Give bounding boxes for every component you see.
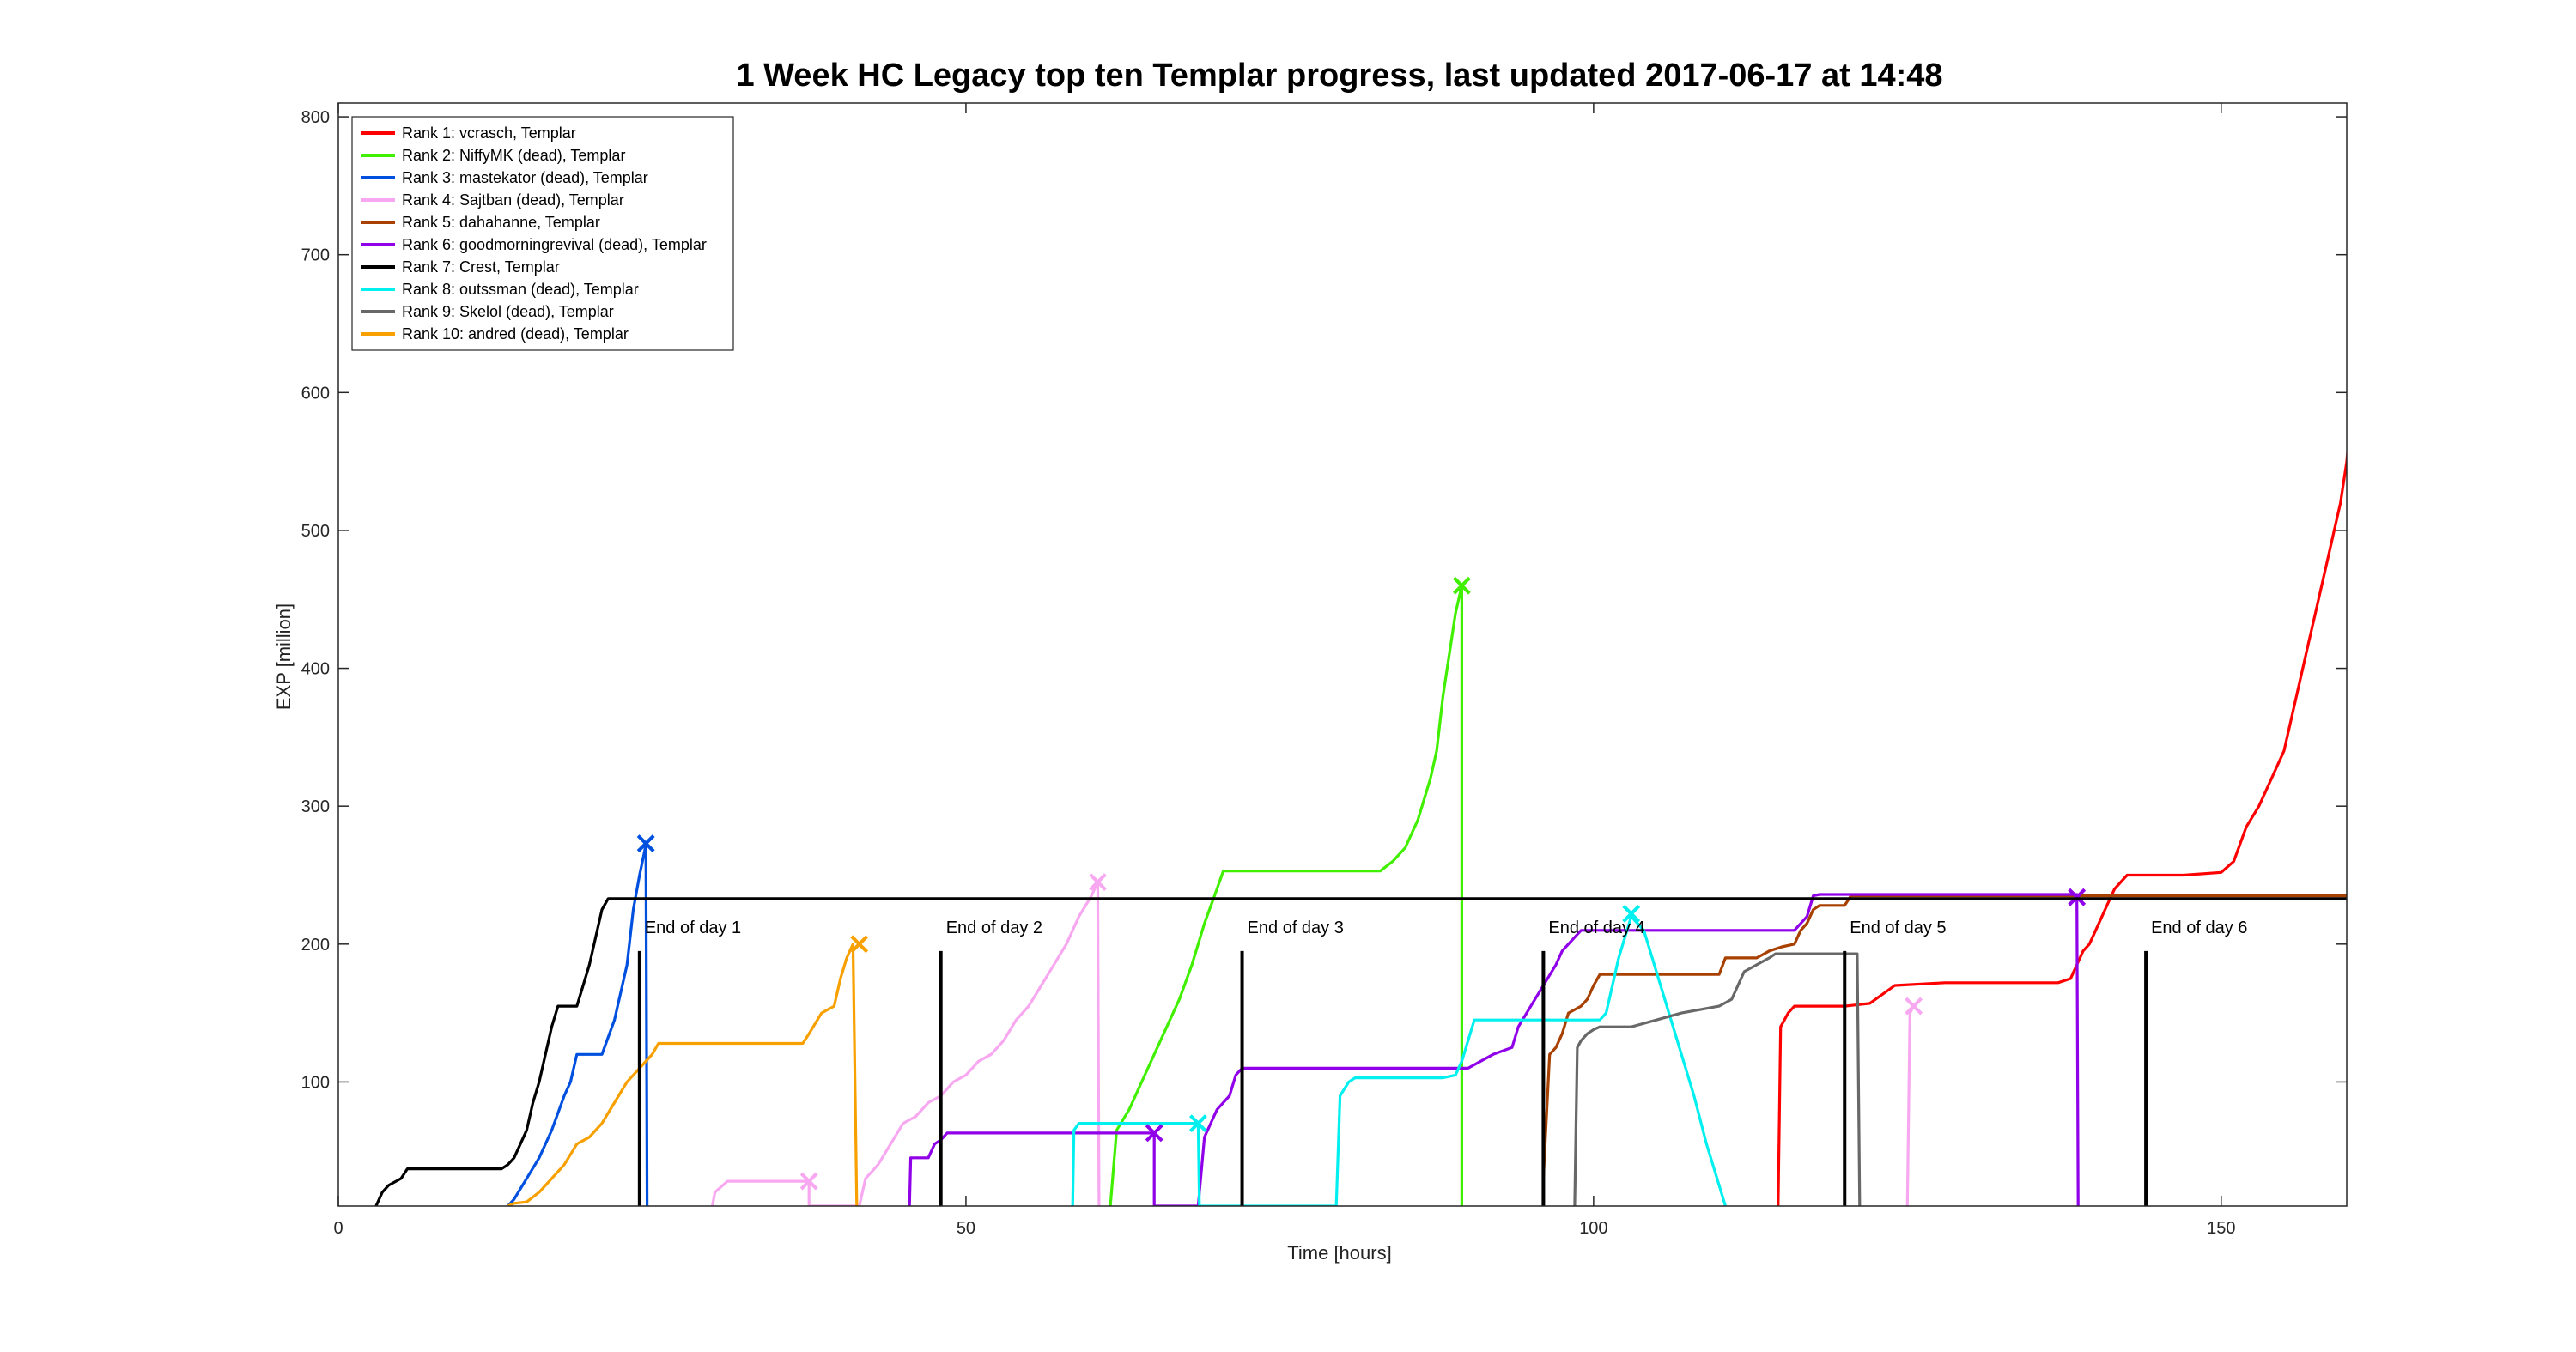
y-tick-label-5: 600 <box>301 384 330 403</box>
extra-marker-4 <box>1905 997 1923 1016</box>
series-line-1 <box>1777 446 2347 1206</box>
axes: 0 50 100 150 100 200 300 400 500 600 700 800 <box>301 102 2348 1238</box>
legend-label-4: Rank 4: Sajtban (dead), Templar <box>402 191 624 209</box>
legend-box <box>351 116 734 351</box>
series-line-9 <box>1573 952 1862 1206</box>
legend-label-9: Rank 9: Skelol (dead), Templar <box>402 303 614 320</box>
day-marker-label-4: End of day 4 <box>1548 919 1644 937</box>
series-line-7 <box>374 897 2347 1206</box>
extra-marker-3 <box>1188 1114 1207 1133</box>
axes-box <box>337 102 2348 1207</box>
y-axis-label: EXP [million] <box>273 603 295 710</box>
chart-title: 1 Week HC Legacy top ten Templar progres… <box>736 58 1942 94</box>
death-marker-6 <box>2068 888 2087 906</box>
legend-label-5: Rank 5: dahahanne, Templar <box>402 214 600 231</box>
day-marker-label-6: End of day 6 <box>2151 919 2247 937</box>
day-marker-label-1: End of day 1 <box>645 919 741 937</box>
series-line-2 <box>1109 584 1463 1206</box>
y-tick-label-3: 400 <box>301 660 330 679</box>
legend-label-10: Rank 10: andred (dead), Templar <box>402 325 629 343</box>
series-line-3 <box>507 843 649 1206</box>
legend-label-7: Rank 7: Crest, Templar <box>402 258 560 276</box>
y-tick-label-2: 300 <box>301 797 330 816</box>
series-line-4 <box>711 880 1101 1206</box>
x-tick-label-0: 0 <box>333 1219 343 1238</box>
day-marker-label-5: End of day 5 <box>1850 919 1946 937</box>
death-marker-2 <box>1452 576 1471 595</box>
y-tick-label-6: 700 <box>301 246 330 265</box>
legend-label-2: Rank 2: NiffyMK (dead), Templar <box>402 147 625 164</box>
legend-label-3: Rank 3: mastekator (dead), Templar <box>402 169 648 186</box>
death-marker-8 <box>1622 905 1641 923</box>
y-tick-label-1: 200 <box>301 936 330 955</box>
day-marker-label-3: End of day 3 <box>1248 919 1344 937</box>
y-tick-label-0: 100 <box>301 1073 330 1092</box>
series-line-8 <box>1071 915 1727 1206</box>
series-line-10 <box>507 943 859 1206</box>
legend: Rank 1: vcrasch, Templar Rank 2: NiffyMK … <box>351 116 734 351</box>
day-marker-label-2: End of day 2 <box>946 919 1042 937</box>
legend-label-6: Rank 6: goodmorningrevival (dead), Templ… <box>402 236 707 253</box>
legend-label-1: Rank 1: vcrasch, Templar <box>402 124 576 142</box>
death-marker-4 <box>1089 873 1107 891</box>
extra-marker-2 <box>1145 1124 1163 1143</box>
death-marker-3 <box>636 834 655 852</box>
legend-label-8: Rank 8: outssman (dead), Templar <box>402 281 639 298</box>
extra-marker-1 <box>799 1172 818 1191</box>
series-line-6 <box>908 893 2080 1206</box>
x-tick-label-2: 100 <box>1579 1219 1607 1238</box>
y-tick-label-4: 500 <box>301 522 330 541</box>
x-tick-label-3: 150 <box>2207 1219 2235 1238</box>
death-marker-10 <box>850 935 869 954</box>
x-axis-label: Time [hours] <box>1287 1242 1391 1264</box>
y-tick-label-7: 800 <box>301 108 330 127</box>
series-line-5 <box>1541 894 2347 1179</box>
series-group <box>374 446 2347 1206</box>
x-tick-label-1: 50 <box>957 1219 975 1238</box>
